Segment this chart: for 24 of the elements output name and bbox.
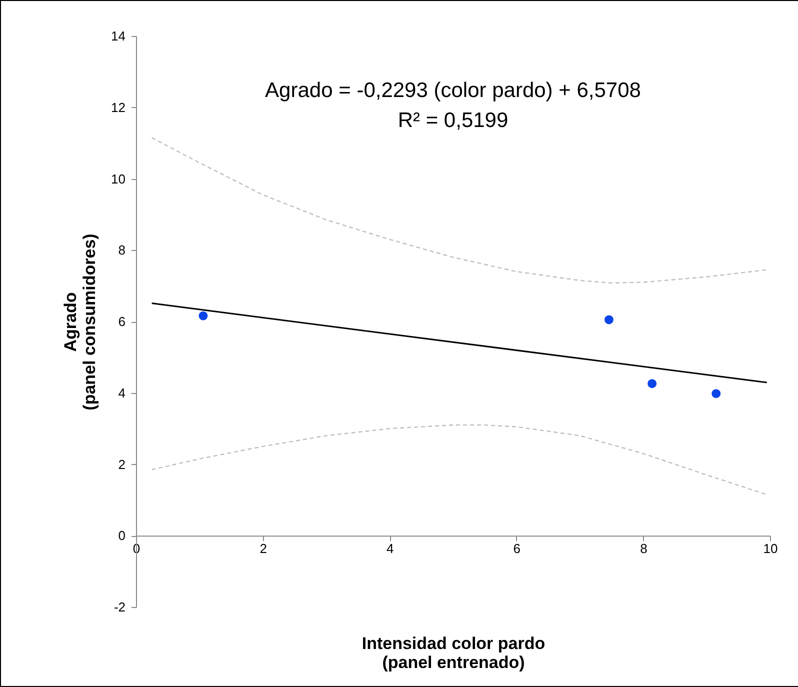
x-axis-title: Intensidad color pardo (panel entrenado) xyxy=(362,634,546,672)
x-tick-label: 8 xyxy=(640,541,648,556)
annotation: R² = 0,5199 xyxy=(398,109,508,132)
annotation: Agrado = -0,2293 (color pardo) + 6,5708 xyxy=(265,79,641,102)
y-tick-label: 12 xyxy=(111,100,126,115)
y-tick-label: 2 xyxy=(118,456,126,472)
y-tick-label: 4 xyxy=(118,385,126,400)
point xyxy=(712,389,721,398)
point xyxy=(604,315,614,324)
line-series xyxy=(151,424,768,496)
y-tick-label: -2 xyxy=(114,600,126,614)
y-tick-label: 14 xyxy=(111,28,126,44)
x-tick-label: 10 xyxy=(763,541,778,556)
x-tick-label: 2 xyxy=(260,541,267,556)
x-tick-label: 4 xyxy=(386,541,394,556)
y-tick-label: 8 xyxy=(118,242,126,258)
point xyxy=(648,379,657,388)
y-axis-title: Agrado (panel consumidores) xyxy=(61,234,100,410)
point xyxy=(198,311,208,320)
y-tick-label: 0 xyxy=(118,528,126,544)
y-tick-label: 10 xyxy=(111,171,126,186)
line-series xyxy=(151,137,768,284)
y-tick-label: 6 xyxy=(118,314,126,329)
x-tick-label: 6 xyxy=(513,541,521,556)
